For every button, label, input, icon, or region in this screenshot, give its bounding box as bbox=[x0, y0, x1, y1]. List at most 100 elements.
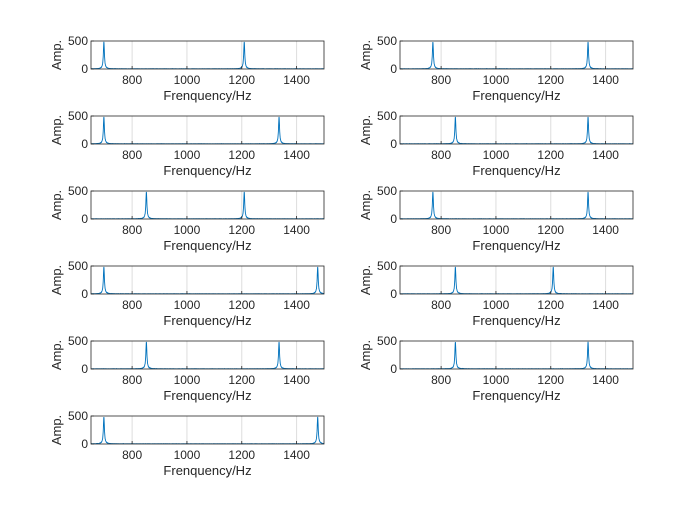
x-tick-label: 1400 bbox=[592, 73, 619, 87]
x-tick-label: 1400 bbox=[283, 223, 310, 237]
x-tick-label: 1000 bbox=[483, 73, 510, 87]
y-tick-label: 500 bbox=[377, 109, 397, 123]
x-tick-label: 1200 bbox=[228, 73, 255, 87]
x-tick-label: 1000 bbox=[483, 373, 510, 387]
y-axis-label: Amp. bbox=[358, 340, 373, 370]
x-tick-label: 1400 bbox=[592, 373, 619, 387]
y-tick-label: 500 bbox=[68, 259, 88, 273]
x-tick-label: 1000 bbox=[174, 298, 201, 312]
x-tick-label: 800 bbox=[431, 73, 451, 87]
x-tick-label: 1200 bbox=[537, 73, 564, 87]
x-tick-label: 1400 bbox=[283, 73, 310, 87]
axes-box bbox=[399, 40, 634, 70]
y-axis-label: Amp. bbox=[358, 40, 373, 70]
y-tick-label: 500 bbox=[68, 109, 88, 123]
x-tick-label: 1400 bbox=[592, 223, 619, 237]
x-tick-label: 800 bbox=[431, 148, 451, 162]
subplot-9: 800 1000 1200 1400 0 500 Frenquency/Hz Amp. bbox=[49, 334, 325, 403]
y-tick-label: 0 bbox=[81, 62, 88, 76]
x-tick-label: 1400 bbox=[592, 298, 619, 312]
x-tick-label: 1400 bbox=[283, 148, 310, 162]
spectrum-line bbox=[400, 41, 633, 69]
spectrum-line bbox=[91, 416, 324, 444]
x-tick-label: 800 bbox=[122, 148, 142, 162]
y-tick-label: 0 bbox=[390, 362, 397, 376]
x-tick-label: 1000 bbox=[483, 148, 510, 162]
x-tick-label: 1000 bbox=[174, 223, 201, 237]
subplot-6: 800 1000 1200 1400 0 500 Frenquency/Hz Amp. bbox=[358, 184, 634, 253]
subplot-3: 800 1000 1200 1400 0 500 Frenquency/Hz Amp. bbox=[49, 109, 325, 178]
y-axis-label: Amp. bbox=[358, 115, 373, 145]
y-tick-label: 500 bbox=[377, 334, 397, 348]
y-tick-label: 0 bbox=[81, 362, 88, 376]
y-axis-label: Amp. bbox=[49, 415, 64, 445]
y-tick-label: 0 bbox=[390, 212, 397, 226]
spectrum-line bbox=[400, 266, 633, 294]
spectrum-line bbox=[91, 41, 324, 69]
x-tick-label: 1200 bbox=[228, 223, 255, 237]
x-axis-label: Frenquency/Hz bbox=[163, 313, 251, 328]
x-tick-label: 1400 bbox=[283, 373, 310, 387]
x-axis-label: Frenquency/Hz bbox=[472, 163, 560, 178]
y-axis-label: Amp. bbox=[49, 115, 64, 145]
axes-box bbox=[90, 115, 325, 145]
x-tick-label: 1000 bbox=[483, 223, 510, 237]
x-tick-label: 1200 bbox=[537, 148, 564, 162]
x-tick-label: 1200 bbox=[228, 298, 255, 312]
x-tick-label: 1200 bbox=[228, 448, 255, 462]
spectrum-line bbox=[400, 116, 633, 144]
y-axis-label: Amp. bbox=[49, 190, 64, 220]
y-tick-label: 0 bbox=[81, 212, 88, 226]
subplot-4: 800 1000 1200 1400 0 500 Frenquency/Hz Amp. bbox=[358, 109, 634, 178]
y-tick-label: 0 bbox=[81, 437, 88, 451]
x-tick-label: 1000 bbox=[174, 73, 201, 87]
spectrum-line bbox=[91, 191, 324, 219]
x-axis-label: Frenquency/Hz bbox=[163, 463, 251, 478]
y-tick-label: 0 bbox=[390, 137, 397, 151]
x-tick-label: 1000 bbox=[483, 298, 510, 312]
x-tick-label: 1400 bbox=[283, 448, 310, 462]
x-tick-label: 1200 bbox=[228, 148, 255, 162]
x-axis-label: Frenquency/Hz bbox=[163, 388, 251, 403]
axes-box bbox=[399, 115, 634, 145]
subplot-1: 800 1000 1200 1400 0 500 Frenquency/Hz Amp. bbox=[49, 34, 325, 103]
x-tick-label: 1200 bbox=[228, 373, 255, 387]
x-axis-label: Frenquency/Hz bbox=[163, 88, 251, 103]
x-tick-label: 1400 bbox=[592, 148, 619, 162]
x-axis-label: Frenquency/Hz bbox=[163, 163, 251, 178]
x-axis-label: Frenquency/Hz bbox=[472, 388, 560, 403]
x-axis-label: Frenquency/Hz bbox=[472, 313, 560, 328]
axes-box bbox=[399, 190, 634, 220]
y-axis-label: Amp. bbox=[358, 190, 373, 220]
y-axis-label: Amp. bbox=[49, 340, 64, 370]
x-tick-label: 1200 bbox=[537, 223, 564, 237]
y-tick-label: 0 bbox=[390, 287, 397, 301]
axes-box bbox=[90, 190, 325, 220]
y-tick-label: 0 bbox=[81, 287, 88, 301]
x-tick-label: 800 bbox=[122, 373, 142, 387]
y-axis-label: Amp. bbox=[49, 40, 64, 70]
y-tick-label: 0 bbox=[390, 62, 397, 76]
x-tick-label: 1000 bbox=[174, 148, 201, 162]
x-tick-label: 1000 bbox=[174, 448, 201, 462]
y-tick-label: 500 bbox=[68, 334, 88, 348]
y-tick-label: 500 bbox=[68, 184, 88, 198]
subplot-7: 800 1000 1200 1400 0 500 Frenquency/Hz Amp. bbox=[49, 259, 325, 328]
spectrum-line bbox=[91, 116, 324, 144]
axes-box bbox=[90, 265, 325, 295]
subplot-11: 800 1000 1200 1400 0 500 Frenquency/Hz Amp. bbox=[49, 409, 325, 478]
x-tick-label: 1200 bbox=[537, 373, 564, 387]
axes-box bbox=[90, 40, 325, 70]
x-axis-label: Frenquency/Hz bbox=[163, 238, 251, 253]
spectrum-line bbox=[91, 341, 324, 369]
x-tick-label: 800 bbox=[431, 298, 451, 312]
x-tick-label: 800 bbox=[431, 223, 451, 237]
spectrum-line bbox=[91, 266, 324, 294]
y-axis-label: Amp. bbox=[358, 265, 373, 295]
y-axis-label: Amp. bbox=[49, 265, 64, 295]
x-tick-label: 800 bbox=[431, 373, 451, 387]
x-tick-label: 800 bbox=[122, 298, 142, 312]
y-tick-label: 500 bbox=[377, 259, 397, 273]
spectrum-line bbox=[400, 191, 633, 219]
subplot-5: 800 1000 1200 1400 0 500 Frenquency/Hz Amp. bbox=[49, 184, 325, 253]
